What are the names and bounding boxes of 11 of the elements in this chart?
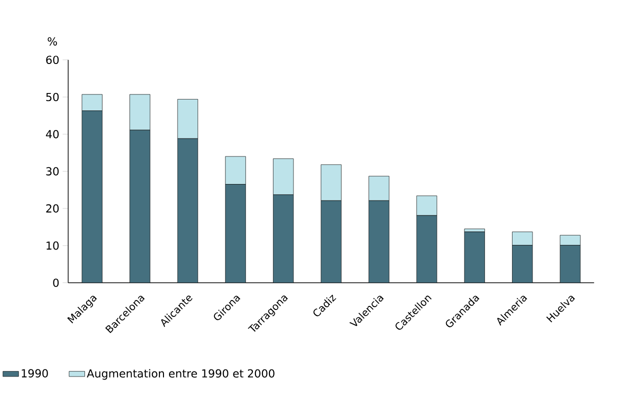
y-tick-label: 10 xyxy=(46,241,59,250)
legend-label: 1990 xyxy=(22,369,48,378)
y-tick-label: 30 xyxy=(46,167,59,176)
y-axis-title: % xyxy=(48,37,57,46)
y-tick-label: 50 xyxy=(46,92,59,102)
y-tick-label: 0 xyxy=(53,278,59,287)
y-tick-label: 60 xyxy=(46,56,59,64)
y-tick-label: 40 xyxy=(46,130,59,138)
legend-label: Augmentation entre 1990 et 2000 xyxy=(86,369,274,380)
y-tick-label: 20 xyxy=(46,204,59,213)
bar xyxy=(464,232,485,283)
